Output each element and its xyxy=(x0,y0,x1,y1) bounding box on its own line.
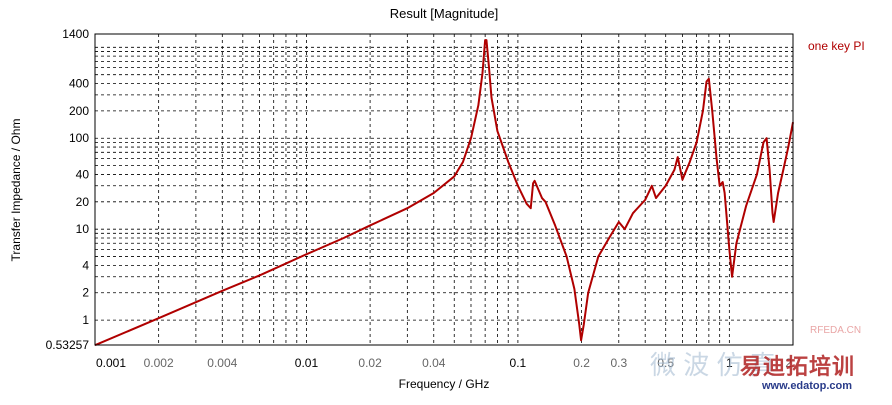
x-tick-label: 0.002 xyxy=(144,356,174,370)
y-tick-label: 1 xyxy=(82,313,89,327)
y-tick-label: 4 xyxy=(82,258,89,272)
y-tick-label: 2 xyxy=(82,286,89,300)
y-tick-label: 40 xyxy=(76,167,90,181)
x-tick-label: 0.3 xyxy=(610,356,627,370)
y-tick-label: 1400 xyxy=(62,27,89,41)
y-tick-label: 200 xyxy=(69,104,89,118)
x-tick-label: 0.02 xyxy=(358,356,382,370)
series-line-one-key-pi xyxy=(94,39,794,347)
legend-series-label: one key PI xyxy=(808,39,865,53)
x-axis-label: Frequency / GHz xyxy=(398,377,490,391)
y-tick-label: 10 xyxy=(76,222,90,236)
grid-lines xyxy=(94,34,794,345)
plot-frame xyxy=(94,33,794,346)
x-tick-label: 0.1 xyxy=(510,356,527,370)
x-tick-label: 0.004 xyxy=(207,356,237,370)
y-tick-label: 20 xyxy=(76,195,90,209)
x-tick-label: 0.001 xyxy=(96,356,126,370)
x-tick-label: 0.5 xyxy=(657,356,674,370)
x-tick-label: 0.01 xyxy=(295,356,319,370)
chart-title: Result [Magnitude] xyxy=(389,6,499,21)
x-tick-label: 0.2 xyxy=(573,356,590,370)
tick-labels: 0.001 0.002 0.004 0.01 0.02 0.04 0.1 0.2 0.3 0.5 1… xyxy=(46,27,793,370)
x-tick-label: 2 xyxy=(785,356,792,370)
x-tick-label: 0.04 xyxy=(422,356,446,370)
y-tick-label: 400 xyxy=(69,76,89,90)
x-tick-label: 1 xyxy=(726,356,733,370)
y-tick-label: 0.53257 xyxy=(46,338,90,352)
series-layer xyxy=(94,39,794,347)
y-tick-label: 100 xyxy=(69,131,89,145)
y-axis-label: Transfer Impedance / Ohm xyxy=(9,118,23,262)
